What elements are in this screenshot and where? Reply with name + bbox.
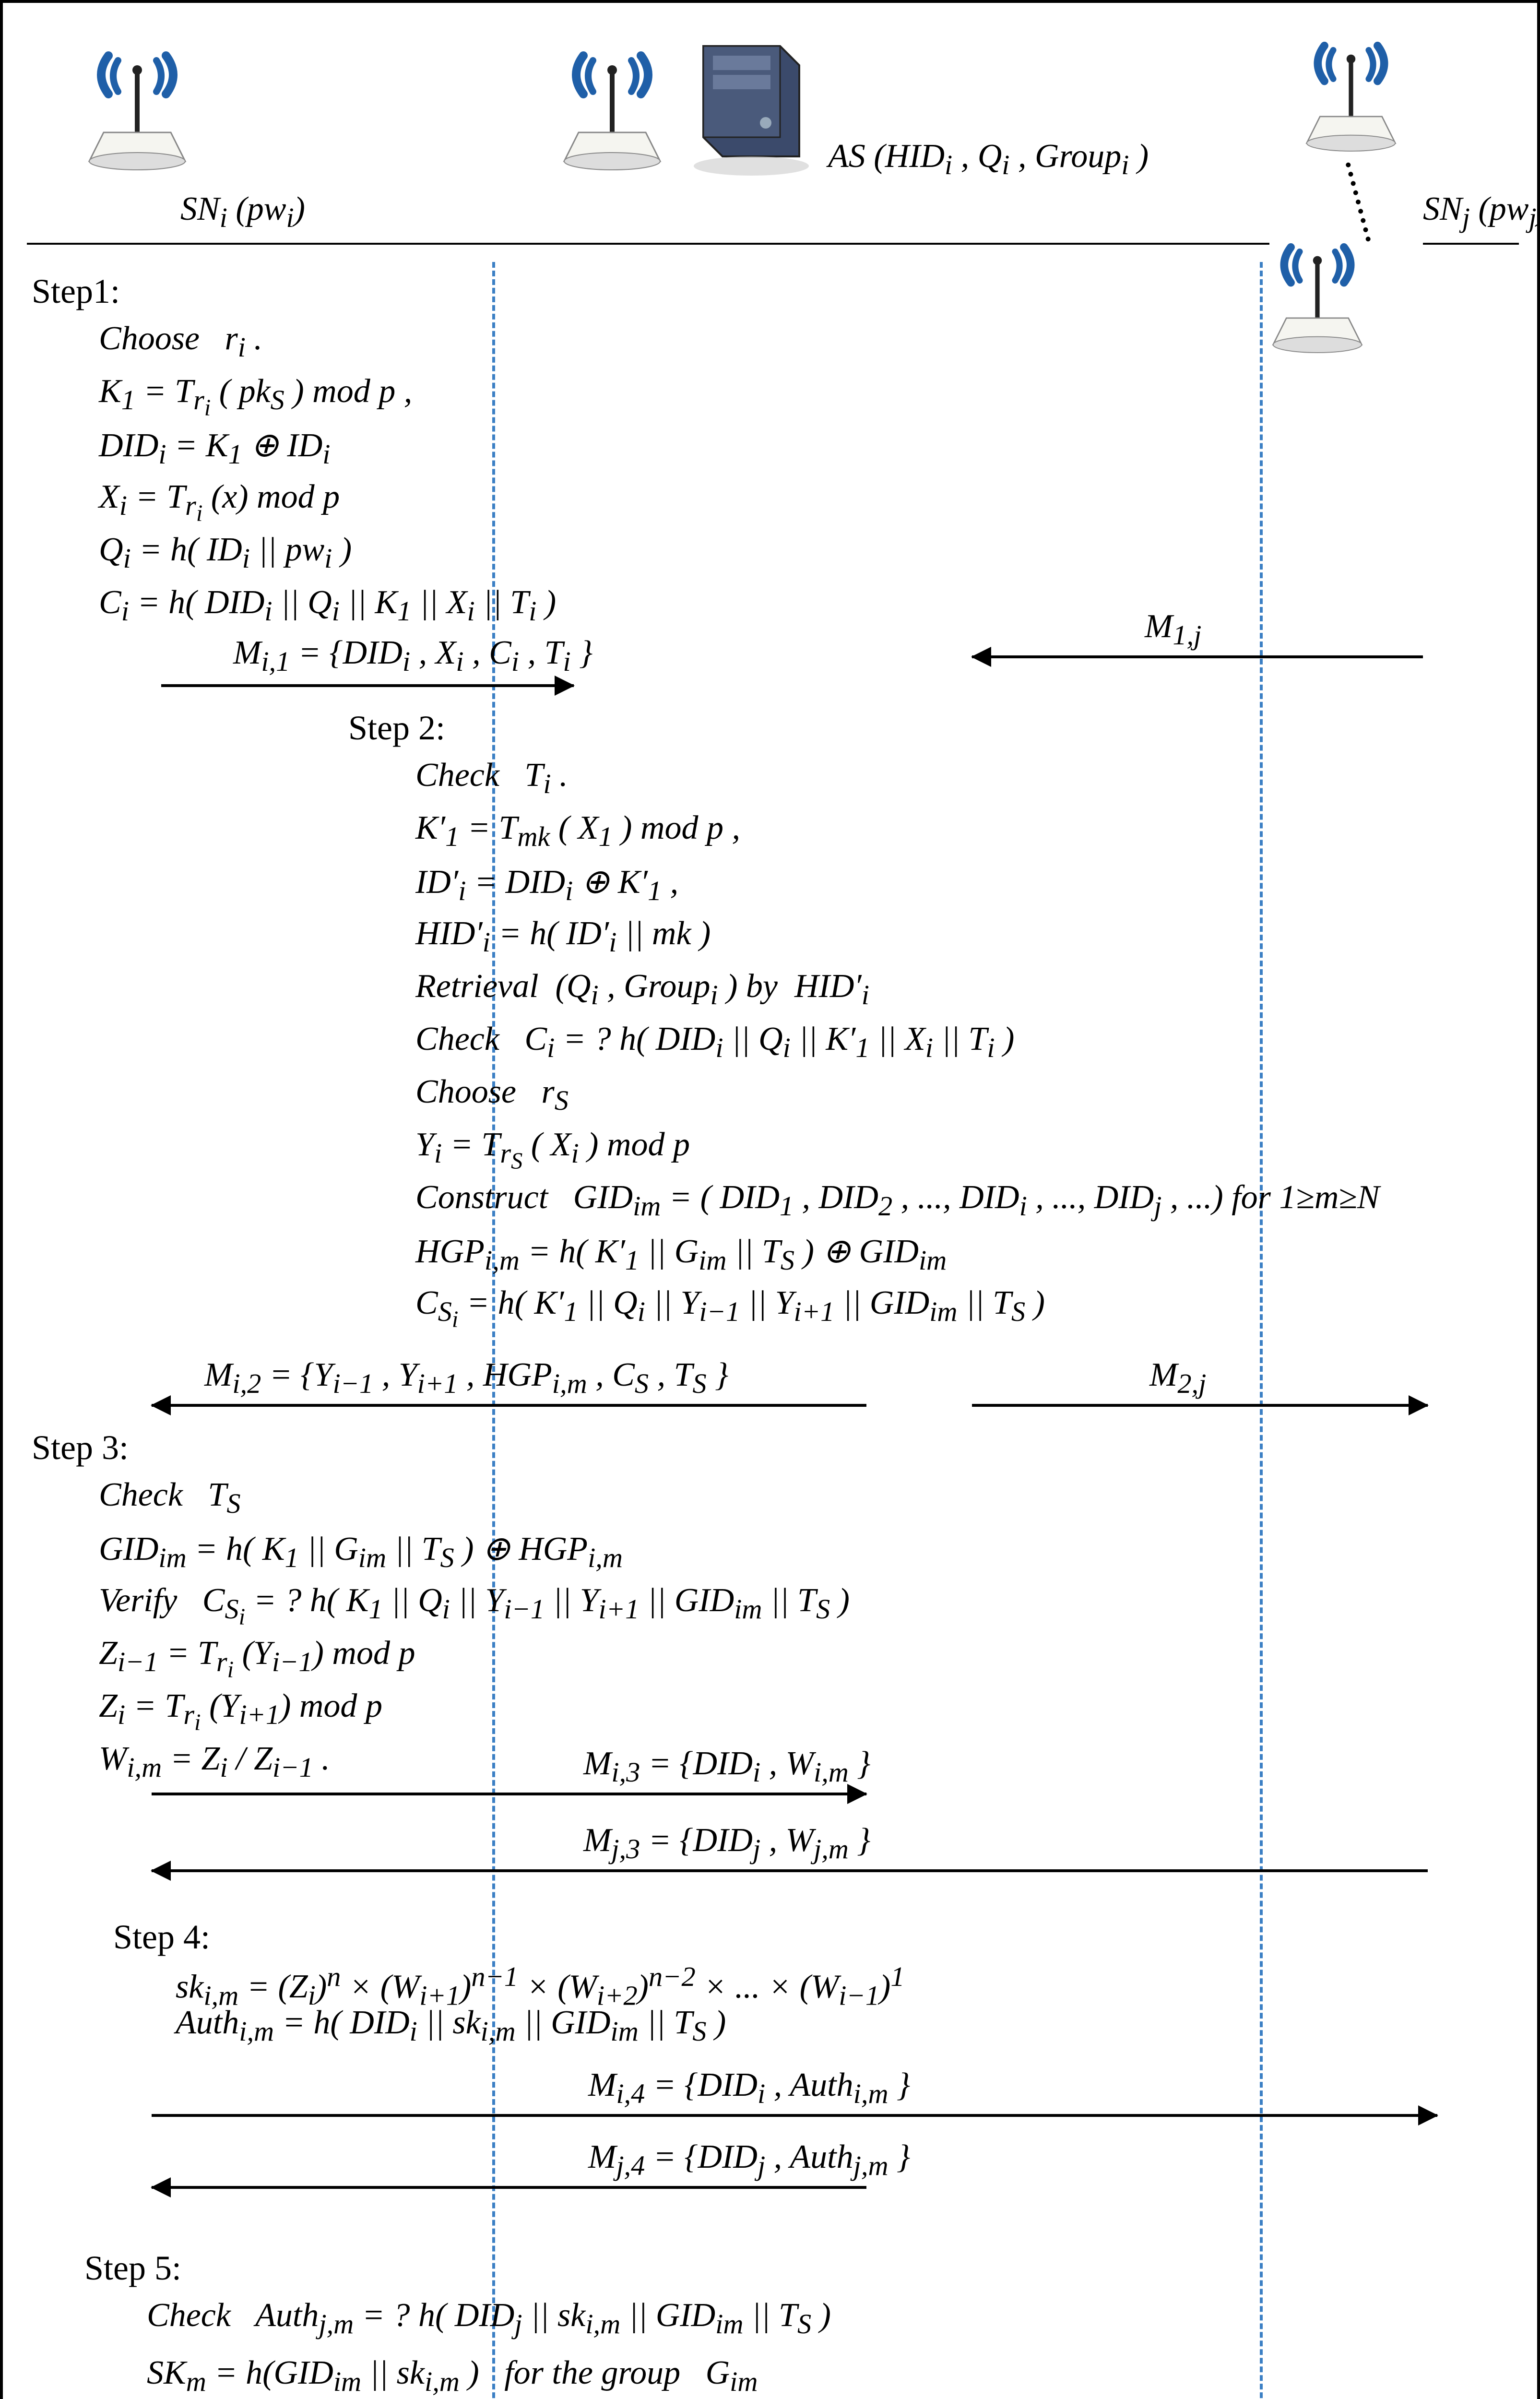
- step1-lines-line-0: Choose ri .: [99, 320, 262, 363]
- participant-sni-label: SNi (pwi): [180, 190, 305, 234]
- step4-lines-line-1: Authi,m = h( DIDi || ski,m || GIDim || T…: [176, 2004, 726, 2047]
- snj-dotted-line: [1345, 162, 1371, 242]
- arrow-j3: [152, 1869, 1428, 1872]
- step5-lines-line-1: SKm = h(GIDim || ski,m ) for the group G…: [147, 2354, 758, 2398]
- step3-lines-line-4: Zi = Tri (Yi+1) mod p: [99, 1687, 382, 1736]
- msg-i3-label: Mi,3 = {DIDi , Wi,m }: [583, 1745, 870, 1788]
- step3-lines-line-3: Zi−1 = Tri (Yi−1) mod p: [99, 1634, 415, 1683]
- step3-header: Step 3:: [32, 1428, 129, 1468]
- step1-lines-line-4: Qi = h( IDi || pwi ): [99, 531, 352, 574]
- step5-header: Step 5:: [84, 2248, 181, 2288]
- step2-lines-line-4: Retrieval (Qi , Groupi ) by HID′i: [415, 967, 869, 1011]
- step3-lines-line-0: Check TS: [99, 1476, 241, 1520]
- msg-2j-label: M2,j: [1149, 1356, 1206, 1400]
- step2-lines-line-1: K′1 = Tmk ( X1 ) mod p ,: [415, 809, 740, 853]
- participant-as-label: AS (HIDi , Qi , Groupi ): [828, 137, 1149, 181]
- step2-lines-line-5: Check Ci = ? h( DIDi || Qi || K′1 || Xi …: [415, 1020, 1014, 1064]
- wifi-icon-snj-top: [1293, 36, 1409, 170]
- arrow-j4: [152, 2186, 866, 2189]
- arrow-i4: [152, 2114, 1437, 2117]
- step2-lines-line-7: Yi = TrS ( Xi ) mod p: [415, 1126, 690, 1175]
- arrow-2j: [972, 1404, 1428, 1407]
- msg-1j-label: M1,j: [1145, 607, 1201, 651]
- step2-lines-line-0: Check Ti .: [415, 756, 568, 800]
- participant-snj-label: SNj (pwj): [1423, 190, 1540, 234]
- step1-lines-line-3: Xi = Tri (x) mod p: [99, 478, 340, 527]
- header-line-right: [1423, 243, 1519, 245]
- protocol-diagram: SNi (pwi) AS (HIDi , Qi , Groupi ): [0, 0, 1540, 2399]
- wifi-icon-as: [550, 46, 675, 189]
- wifi-icon-snj-bottom: [1260, 238, 1375, 371]
- msg-i1-label: Mi,1 = {DIDi , Xi , Ci , Ti }: [233, 634, 592, 677]
- step5-lines-line-0: Check Authj,m = ? h( DIDj || ski,m || GI…: [147, 2296, 831, 2340]
- step4-header: Step 4:: [113, 1917, 210, 1957]
- step1-header: Step1:: [32, 272, 120, 311]
- msg-i4-label: Mi,4 = {DIDi , Authi,m }: [588, 2066, 910, 2110]
- step2-lines-line-9: HGPi,m = h( K′1 || Gim || TS ) ⊕ GIDim: [415, 1231, 947, 1276]
- step1-lines-line-1: K1 = Tri ( pkS ) mod p ,: [99, 372, 412, 421]
- step2-lines-line-10: CSi = h( K′1 || Qi || Yi−1 || Yi+1 || GI…: [415, 1284, 1045, 1333]
- msg-i2-label: Mi,2 = {Yi−1 , Yi+1 , HGPi,m , CS , TS }: [204, 1356, 728, 1400]
- arrow-i3: [152, 1793, 866, 1795]
- arrow-i1: [161, 684, 574, 687]
- step2-lines-line-8: Construct GIDim = ( DID1 , DID2 , ..., D…: [415, 1178, 1380, 1222]
- step3-lines-line-5: Wi,m = Zi / Zi−1 .: [99, 1740, 330, 1783]
- step3-lines-line-1: GIDim = h( K1 || Gim || TS ) ⊕ HGPi,m: [99, 1529, 623, 1574]
- step2-lines-line-3: HID′i = h( ID′i || mk ): [415, 914, 711, 958]
- step2-lines-line-6: Choose rS: [415, 1073, 569, 1116]
- step2-header: Step 2:: [348, 708, 445, 748]
- header-line-left: [27, 243, 1269, 245]
- step3-lines-line-2: Verify CSi = ? h( K1 || Qi || Yi−1 || Yi…: [99, 1581, 850, 1630]
- arrow-1j: [972, 655, 1423, 658]
- msg-j3-label: Mj,3 = {DIDj , Wj,m }: [583, 1821, 870, 1865]
- arrow-i2: [152, 1404, 866, 1407]
- msg-j4-label: Mj,4 = {DIDj , Authj,m }: [588, 2138, 910, 2182]
- server-icon: [684, 27, 818, 189]
- step2-lines-line-2: ID′i = DIDi ⊕ K′1 ,: [415, 862, 678, 907]
- lifeline-right: [1260, 262, 1263, 2399]
- wifi-icon-sni: [75, 46, 200, 189]
- step1-lines-line-2: DIDi = K1 ⊕ IDi: [99, 425, 331, 470]
- step1-lines-line-5: Ci = h( DIDi || Qi || K1 || Xi || Ti ): [99, 583, 556, 627]
